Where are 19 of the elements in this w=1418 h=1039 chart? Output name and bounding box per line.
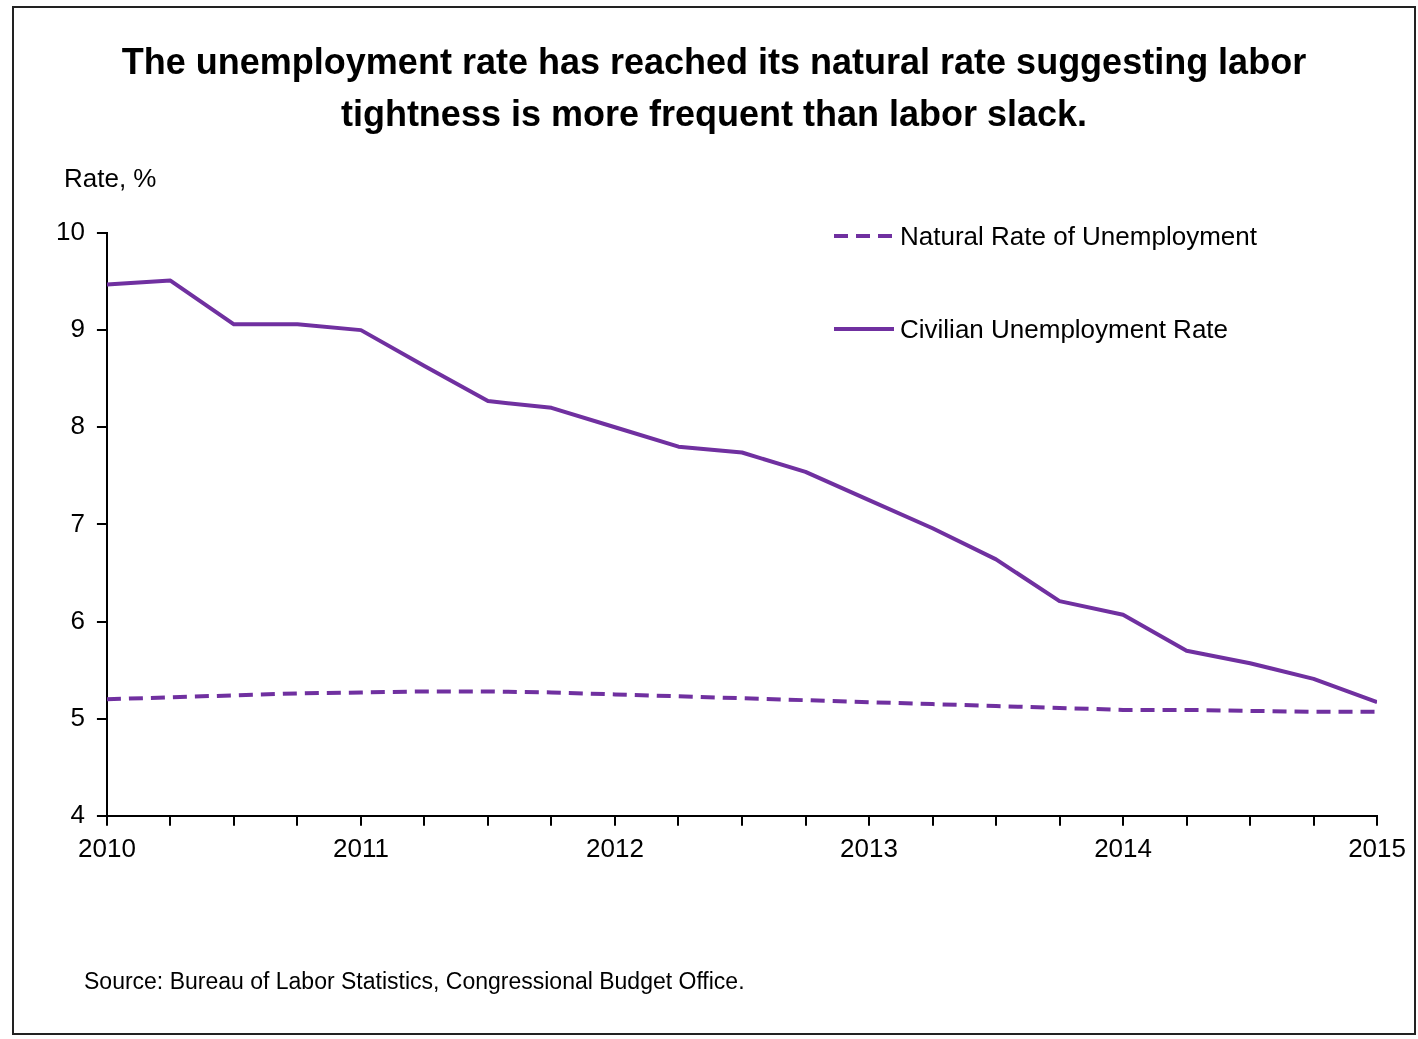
y-tick-label: 7 (70, 507, 85, 538)
y-tick-label: 6 (70, 604, 85, 635)
y-tick-label: 8 (70, 410, 85, 441)
x-tick-label: 2012 (586, 832, 644, 863)
legend-label: Natural Rate of Unemployment (900, 220, 1257, 252)
line-series (106, 689, 1378, 714)
y-axis-title: Rate, % (64, 163, 157, 194)
chart-title: The unemployment rate has reached its natural rate suggesting labor tightness is more frequent than labor slack. (120, 40, 1308, 136)
x-tick-label: 2013 (840, 832, 898, 863)
x-tick-label: 2015 (1348, 832, 1406, 863)
x-tick-label: 2011 (332, 832, 389, 863)
source-note: Source: Bureau of Labor Statistics, Congressional Budget Office. (84, 968, 745, 995)
y-tick-label: 5 (70, 701, 85, 732)
y-tick-label: 9 (70, 313, 85, 344)
x-tick-label: 2010 (78, 832, 136, 863)
y-tick-label: 10 (56, 216, 85, 247)
y-tick-label: 4 (70, 798, 85, 829)
legend-label: Civilian Unemployment Rate (900, 313, 1229, 345)
x-tick-label: 2014 (1094, 832, 1152, 863)
